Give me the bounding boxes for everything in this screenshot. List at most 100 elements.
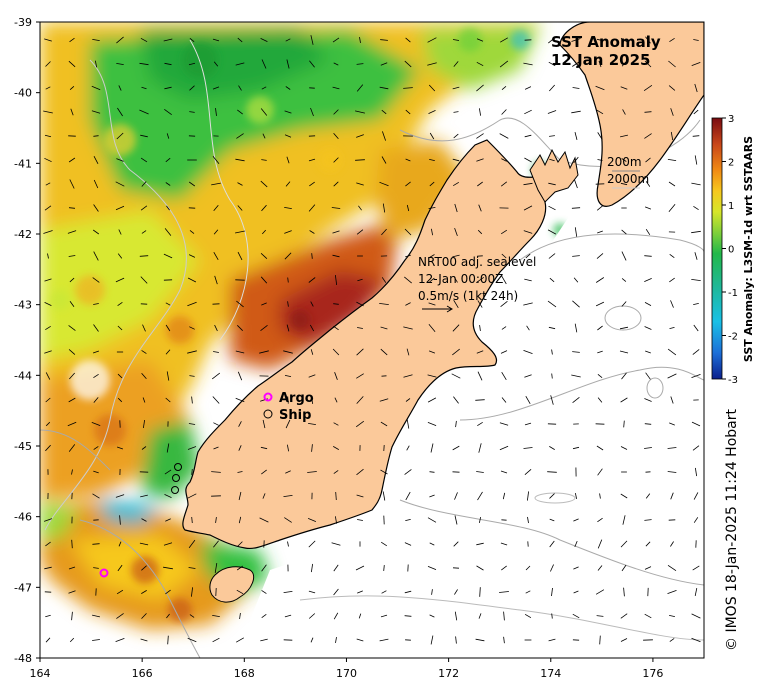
current-vector [574, 323, 578, 333]
current-vector [500, 542, 508, 546]
current-vector [163, 566, 173, 570]
current-vector [311, 253, 313, 259]
current-vector [307, 518, 317, 522]
current-vector [669, 422, 675, 426]
current-vector [237, 109, 243, 115]
current-vector [693, 492, 699, 500]
current-vector [404, 60, 412, 68]
current-vector [68, 349, 76, 355]
current-vector [356, 396, 364, 404]
current-vector [549, 158, 555, 162]
colorbar [711, 117, 723, 380]
current-vector [115, 181, 125, 187]
current-vector [429, 494, 435, 498]
current-vector [549, 277, 555, 283]
current-vector [549, 540, 555, 548]
current-vector [669, 327, 675, 329]
current-vector [454, 611, 458, 621]
current-vector [526, 325, 530, 331]
current-vector [691, 421, 701, 427]
current-vector [165, 302, 171, 306]
current-vector [670, 131, 674, 141]
current-vector [191, 516, 193, 524]
current-vector [283, 591, 293, 593]
current-vector [310, 637, 314, 643]
ship-legend-label: Ship [279, 408, 311, 423]
current-vector [427, 37, 437, 43]
current-vector [523, 230, 533, 234]
current-vector [549, 446, 555, 450]
current-vector [479, 325, 481, 331]
current-vector [212, 615, 220, 617]
current-vector [333, 62, 339, 66]
current-vector [645, 541, 651, 547]
current-vector [285, 86, 291, 90]
current-vector [69, 86, 75, 90]
current-vector [405, 158, 411, 162]
current-vector [596, 615, 604, 617]
current-vector [140, 494, 148, 498]
current-vector [116, 446, 124, 450]
current-vector [188, 423, 196, 425]
current-vector [215, 517, 217, 523]
current-vector [573, 156, 579, 164]
current-vector [596, 445, 604, 451]
current-vector [574, 179, 578, 189]
current-vector [237, 205, 243, 211]
current-vector [477, 229, 483, 235]
current-vector [355, 110, 365, 114]
current-vector [45, 421, 51, 427]
current-vector [403, 326, 413, 330]
current-vector [620, 613, 628, 619]
current-vector [476, 133, 484, 139]
current-vector [406, 204, 410, 212]
current-vector [45, 614, 51, 618]
current-vector [211, 471, 221, 473]
current-vector [141, 590, 147, 594]
current-vector [381, 228, 387, 236]
current-vector [238, 491, 242, 501]
current-vector [284, 614, 292, 618]
current-vector [381, 109, 387, 115]
current-vector [260, 108, 268, 116]
current-vector [308, 204, 316, 212]
current-vector [335, 516, 337, 524]
current-vector [142, 397, 146, 403]
current-vector [45, 541, 51, 547]
current-vector [45, 372, 51, 380]
current-vector [382, 131, 386, 141]
current-vector [67, 421, 77, 427]
current-vector [597, 159, 603, 161]
current-vector [188, 62, 196, 66]
current-vector [308, 613, 316, 619]
current-vector [188, 539, 196, 549]
current-vector [595, 277, 605, 283]
current-vector [117, 564, 123, 572]
current-vector [572, 300, 580, 308]
current-vector [356, 468, 364, 476]
current-vector [333, 109, 339, 115]
x-tick-label: 166 [132, 667, 153, 680]
current-vector [70, 108, 74, 116]
current-vector [597, 397, 603, 403]
current-vector [235, 62, 245, 66]
current-vector [261, 86, 267, 90]
current-vector [574, 540, 578, 548]
current-vector [212, 86, 220, 90]
current-vector [428, 324, 436, 332]
current-vector [499, 591, 509, 593]
current-vector [405, 491, 411, 501]
current-vector [165, 589, 171, 595]
current-vector [454, 589, 458, 595]
current-vector [428, 84, 436, 92]
current-vector [644, 133, 652, 139]
current-vector [237, 371, 243, 381]
current-vector [500, 300, 508, 308]
current-vector [379, 638, 389, 642]
current-vector [141, 181, 147, 187]
argo-float-marker [99, 568, 109, 578]
contour-label-2000m: 2000m [607, 172, 649, 186]
current-vector [287, 277, 289, 283]
current-vector [572, 255, 580, 257]
current-vector [93, 204, 99, 212]
